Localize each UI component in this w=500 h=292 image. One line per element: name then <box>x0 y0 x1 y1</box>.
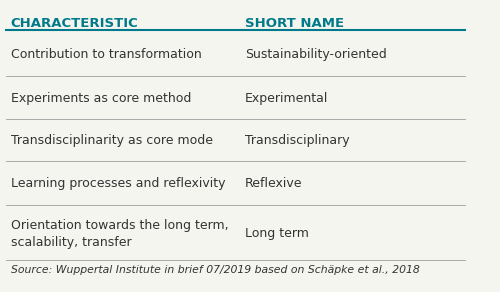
Text: Long term: Long term <box>245 227 308 240</box>
Text: Learning processes and reflexivity: Learning processes and reflexivity <box>11 177 226 190</box>
Text: Experimental: Experimental <box>245 92 328 105</box>
Text: CHARACTERISTIC: CHARACTERISTIC <box>11 17 138 30</box>
Text: Orientation towards the long term,
scalability, transfer: Orientation towards the long term, scala… <box>11 219 228 248</box>
Text: SHORT NAME: SHORT NAME <box>245 17 344 30</box>
Text: Source: Wuppertal Institute in brief 07/2019 based on Schäpke et al., 2018: Source: Wuppertal Institute in brief 07/… <box>11 265 420 275</box>
Text: Transdisciplinary: Transdisciplinary <box>245 134 350 147</box>
Text: Sustainability-oriented: Sustainability-oriented <box>245 48 386 61</box>
Text: Reflexive: Reflexive <box>245 177 302 190</box>
Text: Experiments as core method: Experiments as core method <box>11 92 191 105</box>
Text: Contribution to transformation: Contribution to transformation <box>11 48 202 61</box>
Text: Transdisciplinarity as core mode: Transdisciplinarity as core mode <box>11 134 213 147</box>
